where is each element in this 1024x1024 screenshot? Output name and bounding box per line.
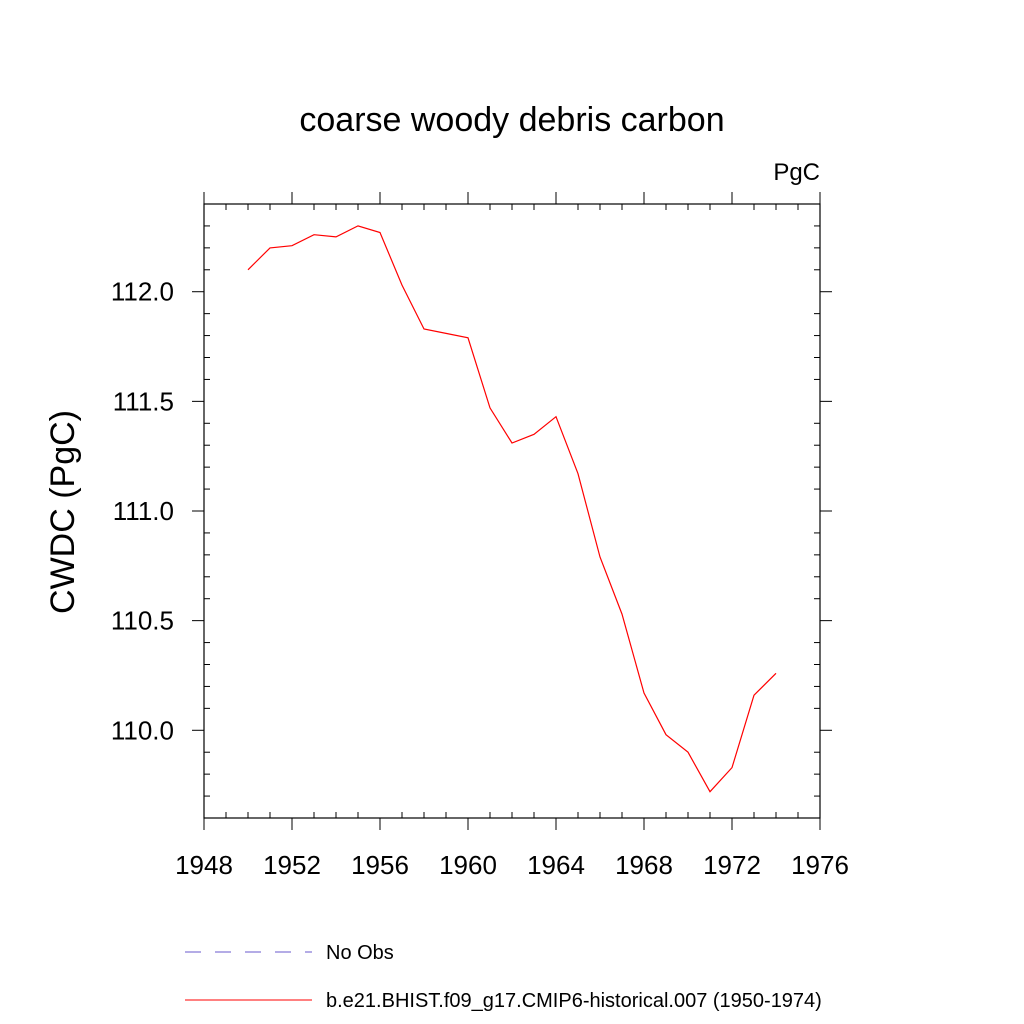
plot-frame (203, 203, 821, 819)
chart-title: coarse woody debris carbon (299, 101, 724, 139)
x-tick-label: 1960 (439, 850, 497, 880)
x-tick-label: 1968 (615, 850, 673, 880)
series-layer (247, 225, 777, 793)
legend-label: No Obs (326, 942, 394, 964)
y-tick-label: 110.5 (111, 606, 174, 636)
y-tick-label: 110.0 (111, 715, 174, 745)
x-tick-label: 1952 (263, 850, 321, 880)
x-tick-label: 1976 (791, 850, 849, 880)
x-tick-label: 1956 (351, 850, 409, 880)
series-line (247, 225, 777, 793)
y-axis-label: CWDC (PgC) (44, 410, 82, 614)
x-tick-label: 1972 (703, 850, 761, 880)
units-label: PgC (773, 159, 820, 186)
x-tick-label: 1948 (175, 850, 233, 880)
axis-ticks: 1948 1952 1956 1960 1964 1968 1972 1976 110.0 110… (111, 192, 849, 880)
legend: No Obs b.e21.BHIST.f09_g17.CMIP6-historic… (185, 942, 822, 1012)
y-tick-label: 112.0 (111, 277, 174, 307)
y-tick-label: 111.0 (113, 496, 174, 526)
y-tick-label: 111.5 (113, 386, 174, 416)
x-tick-label: 1964 (527, 850, 585, 880)
legend-label: b.e21.BHIST.f09_g17.CMIP6-historical.007… (326, 990, 822, 1012)
